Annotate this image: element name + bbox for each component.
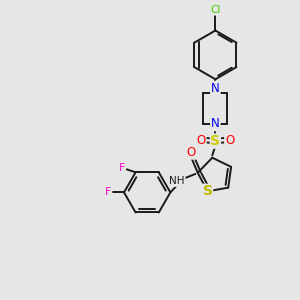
- Text: O: O: [225, 134, 234, 147]
- Text: F: F: [119, 164, 125, 173]
- Text: F: F: [105, 188, 111, 197]
- Text: S: S: [210, 134, 220, 148]
- Text: Cl: Cl: [210, 5, 220, 15]
- Text: S: S: [202, 184, 213, 198]
- Text: O: O: [187, 146, 196, 159]
- Text: O: O: [196, 134, 206, 147]
- Text: N: N: [211, 82, 220, 95]
- Text: N: N: [211, 117, 220, 130]
- Text: NH: NH: [169, 176, 185, 186]
